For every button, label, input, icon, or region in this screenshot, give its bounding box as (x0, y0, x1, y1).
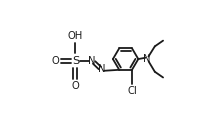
Text: OH: OH (68, 31, 83, 41)
Text: S: S (72, 56, 79, 66)
Text: N: N (143, 54, 151, 64)
Text: O: O (71, 81, 79, 91)
Text: N: N (87, 56, 95, 66)
Text: O: O (51, 56, 59, 66)
Text: N: N (98, 64, 106, 74)
Text: Cl: Cl (127, 86, 137, 96)
